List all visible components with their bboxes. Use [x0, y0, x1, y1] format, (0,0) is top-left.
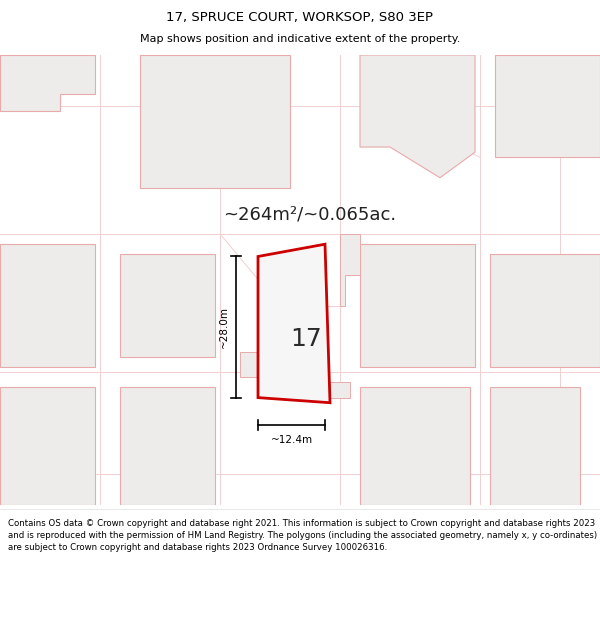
- Polygon shape: [0, 244, 95, 367]
- Polygon shape: [140, 55, 290, 188]
- Text: 17, SPRUCE COURT, WORKSOP, S80 3EP: 17, SPRUCE COURT, WORKSOP, S80 3EP: [167, 11, 433, 24]
- Polygon shape: [266, 270, 322, 372]
- Polygon shape: [360, 55, 475, 178]
- Text: 17: 17: [290, 327, 322, 351]
- Polygon shape: [340, 234, 360, 306]
- Polygon shape: [120, 254, 215, 357]
- Polygon shape: [495, 55, 600, 158]
- Polygon shape: [0, 388, 95, 505]
- Text: Map shows position and indicative extent of the property.: Map shows position and indicative extent…: [140, 34, 460, 44]
- Text: ~28.0m: ~28.0m: [219, 306, 229, 348]
- Text: Contains OS data © Crown copyright and database right 2021. This information is : Contains OS data © Crown copyright and d…: [8, 519, 597, 552]
- Polygon shape: [240, 352, 290, 377]
- Polygon shape: [258, 244, 330, 402]
- Polygon shape: [120, 388, 215, 505]
- Polygon shape: [330, 382, 350, 398]
- Polygon shape: [490, 254, 600, 367]
- Polygon shape: [0, 55, 95, 111]
- Polygon shape: [360, 244, 475, 367]
- Polygon shape: [490, 388, 580, 505]
- Text: ~12.4m: ~12.4m: [271, 436, 313, 446]
- Polygon shape: [360, 388, 470, 505]
- Text: ~264m²/~0.065ac.: ~264m²/~0.065ac.: [223, 206, 397, 224]
